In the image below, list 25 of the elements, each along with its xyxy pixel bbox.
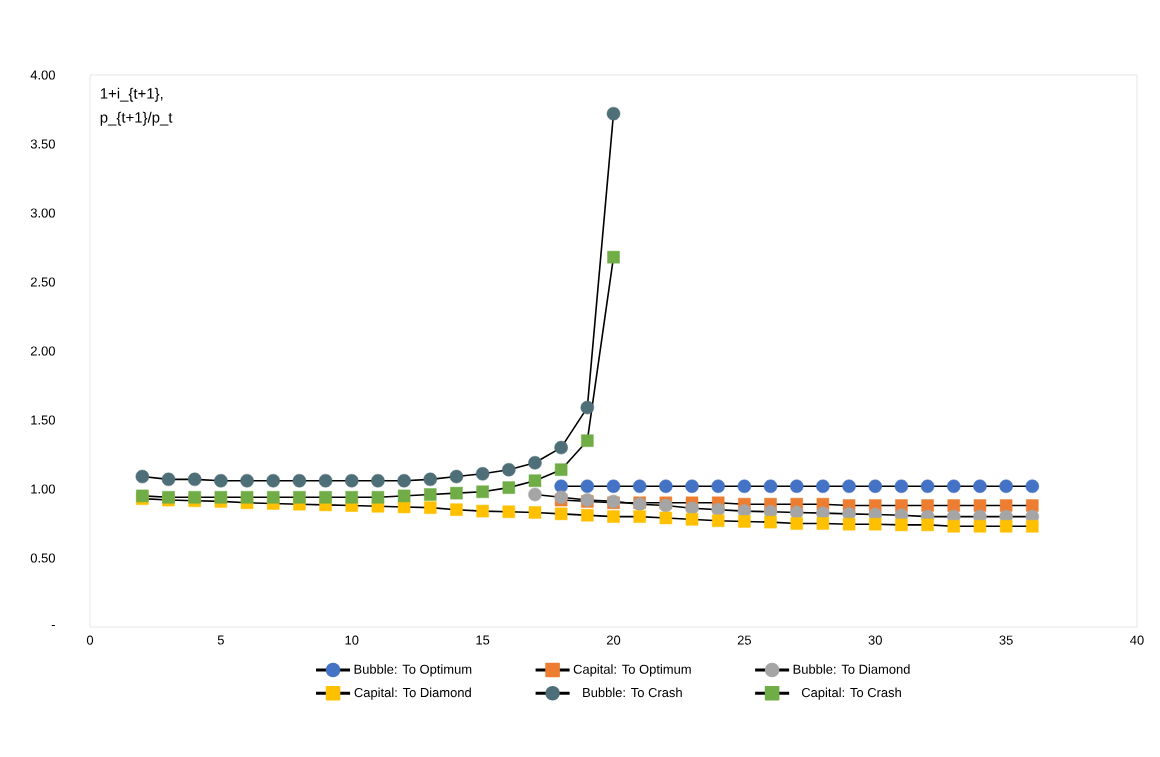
y-tick-label: 2.00 [30,346,55,356]
x-tick-label: 0 [86,635,94,645]
x-tick-label: 30 [868,635,882,645]
x-tick-label: 20 [606,635,621,645]
x-tick-label: 10 [345,635,359,645]
legend-label: Capital: To Crash [801,687,901,700]
y-tick-label: 1.50 [31,415,55,425]
legend-label: Capital: To Optimum [573,664,691,677]
y-tick-label: 3.00 [30,208,55,218]
x-tick-label: 25 [737,635,752,645]
y-tick-label: 0.50 [30,553,55,563]
legend-label: Bubble: To Diamond [793,664,910,674]
x-tick-label: 35 [999,635,1013,645]
y-tick-label: 2.50 [30,277,55,287]
y-axis-title: 1+i_{t+1}, p_{t+1}/p_t [100,87,173,126]
legend-label: Bubble: To Optimum [354,664,472,677]
y-tick-label: 3.50 [30,139,55,149]
y-tick-label: - [51,625,55,627]
x-tick-label: 40 [1130,635,1144,645]
x-tick-label: 15 [476,635,490,645]
legend-label: Bubble: To Crash [583,687,682,698]
x-tick-label: 5 [217,635,224,645]
legend-label: Capital: To Diamond [354,687,471,700]
y-tick-label: 4.00 [30,70,55,80]
y-tick-label: 1.00 [31,484,55,494]
